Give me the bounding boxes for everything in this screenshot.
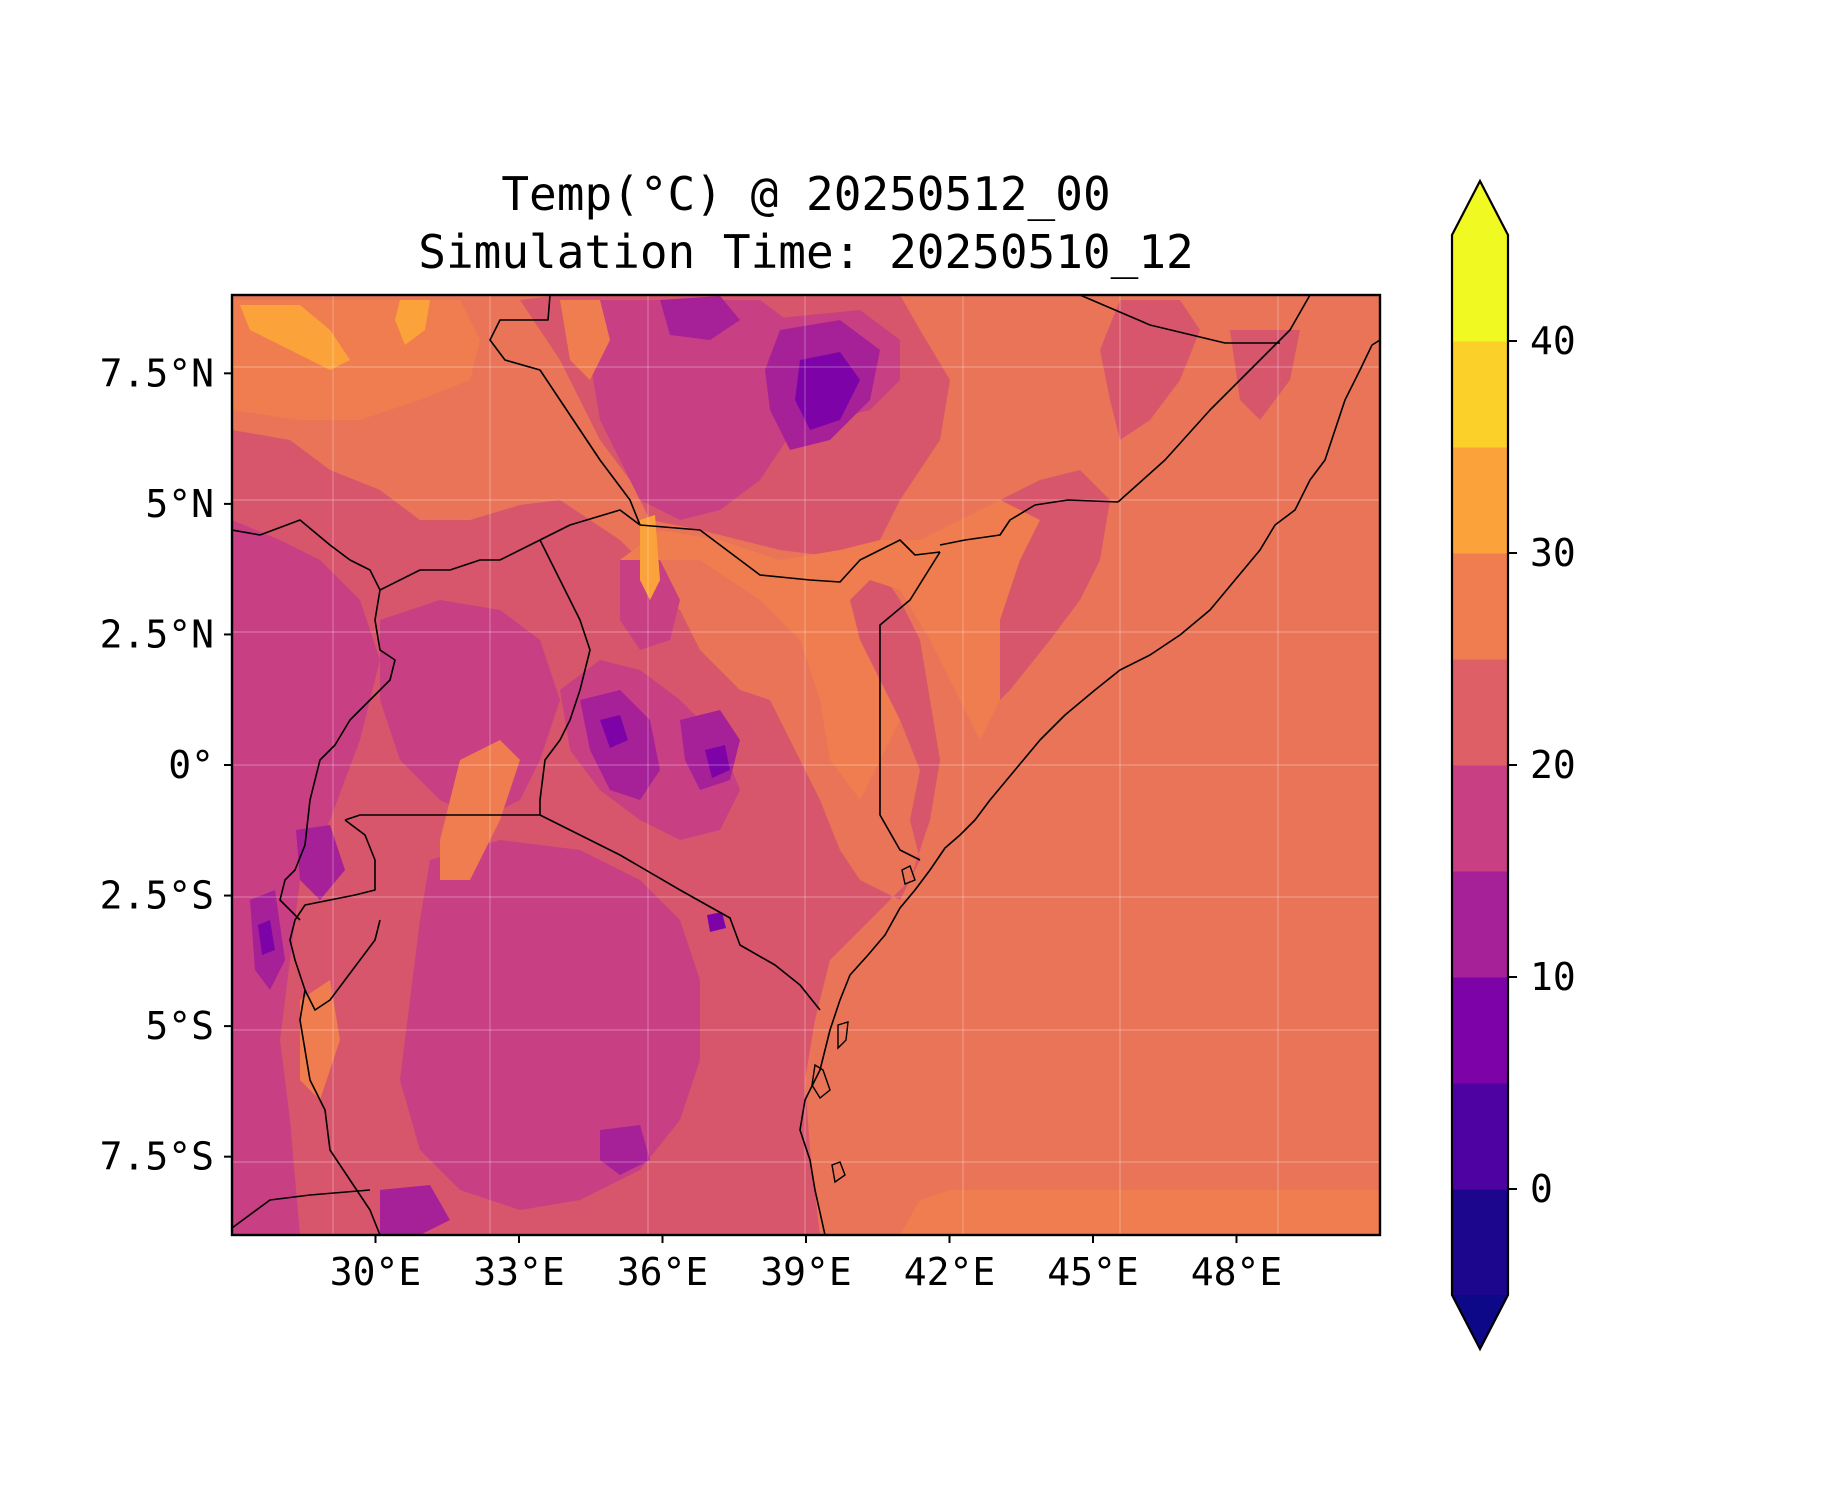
colorbar-extend-bottom: [1452, 1295, 1508, 1349]
y-tick-label: 7.5°N: [100, 351, 214, 395]
y-tick-label: 5°S: [145, 1004, 214, 1048]
colorbar-extend-top: [1452, 181, 1508, 235]
border-djibouti-somaliland: [1079, 295, 1280, 344]
border-kenya-ethiopia: [639, 524, 941, 583]
colorbar: 0 10 20 30 40: [1450, 178, 1576, 1352]
land-5-10-field: [258, 352, 860, 955]
colorbar-segment: [1452, 1189, 1508, 1296]
border-kenya-tanzania: [539, 814, 821, 1011]
x-tick-label: 39°E: [760, 1250, 852, 1294]
x-tick-label: 36°E: [617, 1250, 709, 1294]
map-title: Temp(°C) @ 20250512_00: [501, 167, 1110, 221]
colorbar-segment: [1452, 1083, 1508, 1190]
colorbar-segment: [1452, 871, 1508, 978]
somali-coast-20-25: [1230, 330, 1300, 420]
border-south-sudan-drc: [232, 519, 500, 591]
y-tick-label: 5°N: [145, 482, 214, 526]
colorbar-tick-label: 20: [1530, 743, 1576, 787]
colorbar-tick-label: 30: [1530, 531, 1576, 575]
colorbar-segment: [1452, 977, 1508, 1084]
y-tick-label: 2.5°S: [100, 874, 214, 918]
border-uganda: [344, 539, 591, 821]
map-gridlines: [232, 295, 1380, 1235]
colorbar-tick-label: 40: [1530, 319, 1576, 363]
border-rwanda-drc: [279, 844, 306, 921]
y-tick-label: 0°: [168, 743, 214, 787]
x-tick-label: 48°E: [1191, 1250, 1283, 1294]
border-ethiopia-somalia: [1117, 295, 1311, 503]
y-axis-ticks: 7.5°N 5°N 2.5°N 0° 2.5°S 5°S 7.5°S: [100, 351, 232, 1179]
coastal-islands: [811, 865, 916, 1184]
border-uganda-kenya-sudan: [499, 509, 641, 561]
border-sudan-ethiopia: [489, 295, 641, 526]
x-axis-ticks: 30°E 33°E 36°E 39°E 42°E 45°E 48°E: [330, 1235, 1283, 1294]
y-tick-label: 2.5°N: [100, 612, 214, 656]
y-tick-label: 7.5°S: [100, 1135, 214, 1179]
colorbar-segment: [1452, 659, 1508, 766]
map-subtitle: Simulation Time: 20250510_12: [418, 225, 1193, 279]
country-borders: [232, 295, 1380, 1235]
border-rwanda-burundi: [289, 819, 381, 1011]
land-30-35-patches: [240, 300, 660, 600]
border-tanzania-drc-lake: [299, 989, 381, 1235]
colorbar-tick-label: 0: [1530, 1167, 1553, 1211]
coastline-east-africa: [799, 339, 1380, 1235]
x-tick-label: 45°E: [1047, 1250, 1139, 1294]
x-tick-label: 30°E: [330, 1250, 422, 1294]
x-tick-label: 42°E: [904, 1250, 996, 1294]
x-tick-label: 33°E: [473, 1250, 565, 1294]
map-area: [232, 295, 1380, 1235]
horn-20-25: [1100, 300, 1200, 440]
colorbar-segment: [1452, 447, 1508, 554]
border-drc-uganda: [304, 589, 396, 846]
colorbar-segment: [1452, 553, 1508, 660]
colorbar-tick-label: 10: [1530, 955, 1576, 999]
border-somalia-ethiopia-south: [939, 499, 1119, 546]
border-kenya-somalia: [879, 551, 941, 861]
border-zambia: [232, 1189, 371, 1229]
colorbar-outline: [1450, 178, 1510, 1352]
colorbar-segment: [1452, 341, 1508, 448]
colorbar-segment: [1452, 235, 1508, 342]
colorbar-segment: [1452, 765, 1508, 872]
land-15-20-field: [232, 300, 900, 1235]
